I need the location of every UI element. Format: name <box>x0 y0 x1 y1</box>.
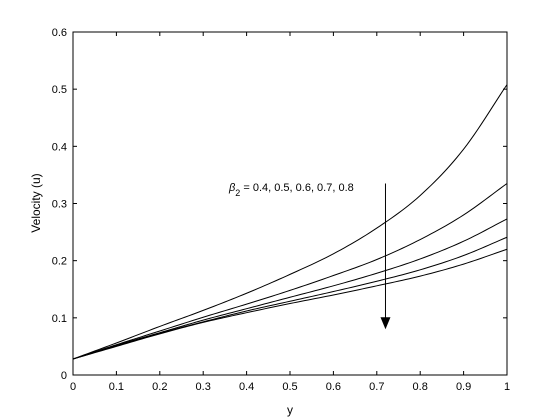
x-tick-labels: 0 0.1 0.2 0.3 0.4 0.5 0.6 0.7 0.8 0.9 1 <box>70 381 510 393</box>
x-tick-label: 0.1 <box>109 381 124 393</box>
series-line-4 <box>72 236 508 360</box>
x-tick-label: 0.2 <box>152 381 167 393</box>
plot-frame <box>72 31 508 376</box>
y-tick-label: 0.5 <box>52 84 67 96</box>
beta-annotation: β2 = 0.4, 0.5, 0.6, 0.7, 0.8 <box>228 182 391 330</box>
x-tick-label: 0.8 <box>413 381 428 393</box>
y-axis-label: Velocity (u) <box>29 173 43 232</box>
y-tick-labels: 0 0.1 0.2 0.3 0.4 0.5 0.6 <box>52 27 67 382</box>
axis-ticks <box>72 31 508 376</box>
annotation-values: = 0.4, 0.5, 0.6, 0.7, 0.8 <box>240 182 353 194</box>
y-tick-label: 0 <box>61 370 67 382</box>
x-tick-label: 0.9 <box>456 381 471 393</box>
x-tick-label: 0 <box>70 381 76 393</box>
x-tick-label: 0.7 <box>369 381 384 393</box>
annotation-subscript: 2 <box>235 188 240 198</box>
series-line-1 <box>72 84 508 360</box>
annotation-arrow-head <box>380 317 391 330</box>
x-tick-label: 0.6 <box>326 381 341 393</box>
annotation-symbol: β <box>228 182 236 194</box>
series-lines <box>72 84 508 360</box>
y-tick-label: 0.3 <box>52 199 67 211</box>
series-line-2 <box>72 183 508 360</box>
annotation-label: β2 = 0.4, 0.5, 0.6, 0.7, 0.8 <box>228 182 354 198</box>
y-tick-label: 0.4 <box>52 141 67 153</box>
x-tick-label: 1 <box>504 381 510 393</box>
x-tick-label: 0.5 <box>282 381 297 393</box>
x-axis-label: y <box>287 403 293 417</box>
y-tick-label: 0.6 <box>52 27 67 39</box>
y-tick-label: 0.2 <box>52 256 67 268</box>
x-tick-label: 0.4 <box>239 381 254 393</box>
series-line-5 <box>72 248 508 360</box>
x-tick-label: 0.3 <box>196 381 211 393</box>
y-tick-label: 0.1 <box>52 313 67 325</box>
